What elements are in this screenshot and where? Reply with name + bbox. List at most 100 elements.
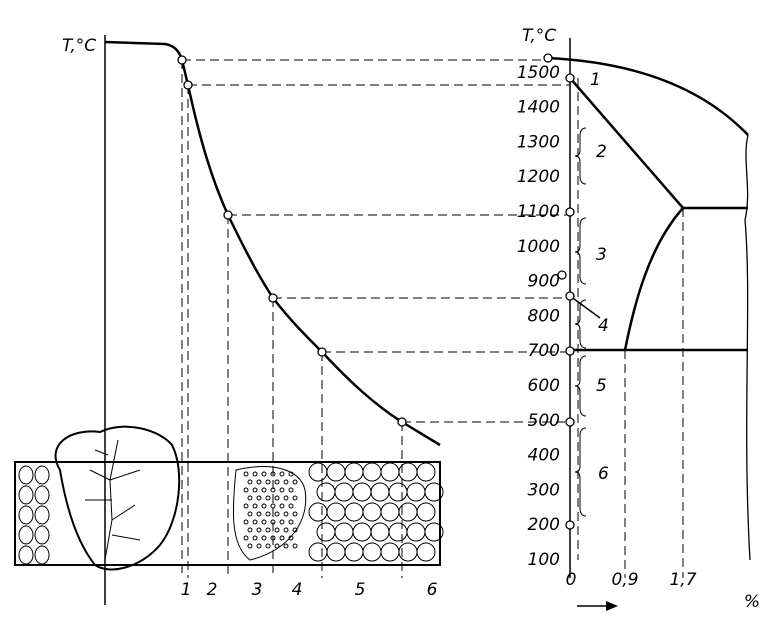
temperature-tick-label: 1000 <box>517 237 560 257</box>
grain <box>362 462 382 482</box>
fine-grain <box>279 503 285 509</box>
grain <box>406 482 426 502</box>
leader <box>569 295 601 319</box>
zone-lines <box>181 60 403 578</box>
temperature-tick-label: 1500 <box>517 63 560 83</box>
grain <box>380 502 400 522</box>
grain <box>416 462 436 482</box>
fine-grain <box>265 527 271 533</box>
zone-label: 2 <box>207 580 218 600</box>
grain <box>388 522 408 542</box>
grain <box>334 522 354 542</box>
range-label: 3 <box>596 245 607 265</box>
fine-grain <box>292 495 298 501</box>
fine-grain <box>252 487 258 493</box>
composition-tick-label: 0 <box>566 570 577 590</box>
base-grain <box>18 545 34 565</box>
grain <box>308 542 328 562</box>
fine-grain <box>270 519 276 525</box>
temperature-tick-label: 1100 <box>517 202 560 222</box>
range-label: 6 <box>598 464 609 484</box>
temperature-tick-label: 100 <box>528 550 560 570</box>
fine-grain <box>243 519 249 525</box>
fine-grain <box>270 487 276 493</box>
fe-c-diagram: T,°C <box>522 26 751 611</box>
fine-grain <box>247 495 253 501</box>
fine-grain <box>256 495 262 501</box>
grain <box>344 502 364 522</box>
fine-grain <box>252 471 258 477</box>
grain <box>380 542 400 562</box>
base-grain <box>34 525 50 545</box>
range-braces <box>574 127 587 517</box>
zone-label: 3 <box>252 580 263 600</box>
grain <box>370 482 390 502</box>
temperature-tick-label: 800 <box>528 306 560 326</box>
fine-grain <box>279 471 285 477</box>
temperature-tick-label: 600 <box>528 376 560 396</box>
fine-grain <box>256 479 262 485</box>
axis-points <box>543 53 575 530</box>
fine-grain <box>256 511 262 517</box>
fine-grain <box>243 503 249 509</box>
grain <box>308 502 328 522</box>
fine-grain <box>292 527 298 533</box>
left-axis-label: T,°C <box>62 36 96 56</box>
temperature-tick-label: 1400 <box>517 98 560 118</box>
fine-grain <box>288 503 294 509</box>
grain <box>370 522 390 542</box>
composition-lines <box>577 78 684 578</box>
zone-label: 4 <box>292 580 303 600</box>
fine-grain <box>265 479 271 485</box>
liquidus <box>547 56 749 136</box>
fine-grain <box>283 543 289 549</box>
zone-label: 1 <box>181 580 192 600</box>
fine-grain <box>256 543 262 549</box>
grain <box>334 482 354 502</box>
fine-grain <box>283 479 289 485</box>
fine-grain <box>261 471 267 477</box>
composition-tick-label: 0,9 <box>611 570 638 590</box>
base-grain <box>34 505 50 525</box>
base-grain <box>18 485 34 505</box>
grain <box>352 482 372 502</box>
grain <box>344 462 364 482</box>
weld-bead <box>54 425 181 571</box>
fine-grain <box>283 511 289 517</box>
base-grain <box>34 465 50 485</box>
weld-sample <box>14 425 444 571</box>
grain <box>316 522 336 542</box>
base-grain <box>18 525 34 545</box>
fine-grain <box>265 511 271 517</box>
fine-grain <box>279 487 285 493</box>
fine-grain <box>274 495 280 501</box>
fine-grain <box>279 535 285 541</box>
dendrites <box>85 439 141 561</box>
fine-grain <box>288 535 294 541</box>
fine-grain <box>279 519 285 525</box>
range-label: 1 <box>590 70 601 90</box>
fine-grain <box>283 527 289 533</box>
fine-grain <box>261 487 267 493</box>
grain <box>326 542 346 562</box>
fine-grain <box>270 471 276 477</box>
fine-grain <box>274 543 280 549</box>
fine-grain <box>274 479 280 485</box>
range-label: 4 <box>598 316 609 336</box>
fine-grain <box>265 495 271 501</box>
composition-unit: % <box>744 592 760 612</box>
grain <box>352 522 372 542</box>
fine-grain <box>247 479 253 485</box>
fine-grain <box>274 511 280 517</box>
temperature-tick-label: 400 <box>528 446 560 466</box>
fine-grain <box>283 495 289 501</box>
temperature-tick-label: 500 <box>528 411 560 431</box>
projection-lines <box>182 59 570 423</box>
fine-grain <box>274 527 280 533</box>
grain <box>362 542 382 562</box>
fine-grain <box>288 487 294 493</box>
fine-grain <box>261 503 267 509</box>
zone-label: 6 <box>427 580 438 600</box>
grain <box>326 462 346 482</box>
